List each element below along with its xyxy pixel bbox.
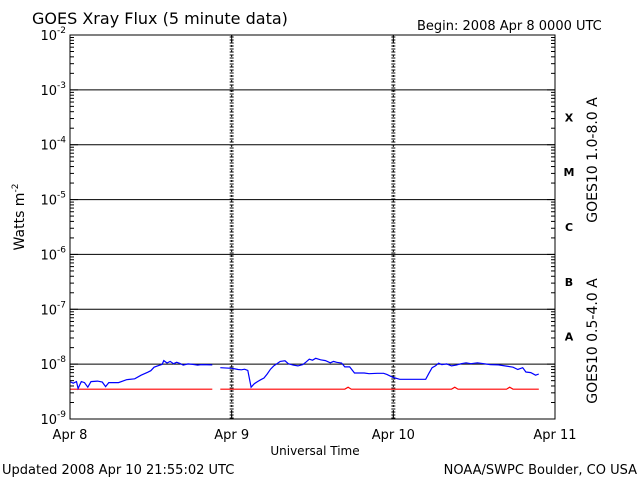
y-axis-title: Watts m-2 [11,184,28,251]
flare-class-label-x: X [565,111,574,124]
plot-frame [69,34,556,420]
y-tick-label-exponent: -8 [57,355,66,365]
y-tick-label: 10-9 [40,410,66,428]
y-tick-label-exponent: -5 [57,191,66,201]
updated-timestamp: Updated 2008 Apr 10 21:55:02 UTC [2,463,234,478]
y-tick-label-exponent: -2 [57,26,66,36]
flare-class-label-c: C [565,221,573,234]
x-tick-label: Apr 8 [53,428,88,443]
chart-title: GOES Xray Flux (5 minute data) [32,9,288,28]
x-axis-ticks: Apr 8 Apr 9 Apr 10 Apr 11 [53,35,577,443]
y-tick-label-exponent: -6 [57,245,66,255]
x-tick-label: Apr 9 [214,428,249,443]
y-tick-label: 10-7 [40,300,66,318]
y-tick-label: 10-5 [40,191,66,209]
y-tick-label-base: 10 [40,29,57,44]
y-axis-title-text: Watts m [12,193,28,251]
y-tick-label-base: 10 [40,413,57,428]
flare-class-label-m: M [564,166,575,179]
flare-class-label-b: B [565,276,573,289]
y-tick-label-base: 10 [40,303,57,318]
flare-class-label-a: A [565,331,574,344]
y-tick-label-exponent: -3 [57,81,66,91]
y-tick-label-exponent: -9 [57,410,66,420]
legend-long-channel: GOES10 1.0-8.0 A [585,97,601,223]
y-tick-label-base: 10 [40,139,57,154]
y-tick-label: 10-3 [40,81,66,99]
y-tick-label-base: 10 [40,358,57,373]
y-tick-label: 10-4 [40,136,66,154]
y-tick-label: 10-2 [40,26,66,44]
flare-class-labels: X M C B A [564,111,575,343]
series-line-short-channel [220,357,540,389]
x-axis-title: Universal Time [270,444,359,458]
y-tick-label-exponent: -7 [57,300,66,310]
series-line-short-channel [69,359,213,391]
y-tick-label-base: 10 [40,84,57,99]
legend-short-channel: GOES10 0.5-4.0 A [585,278,601,404]
y-tick-label: 10-6 [40,245,66,263]
credit-label: NOAA/SWPC Boulder, CO USA [444,463,637,478]
x-tick-label: Apr 11 [533,428,576,443]
grid-lines [70,35,555,419]
y-axis-ticks: 10-210-310-410-510-610-710-810-9 [40,26,555,428]
flux-series [69,357,540,391]
y-tick-label: 10-8 [40,355,66,373]
series-line-long-channel [220,386,539,390]
y-tick-label-base: 10 [40,248,57,263]
begin-date-label: Begin: 2008 Apr 8 0000 UTC [417,19,602,34]
y-tick-label-base: 10 [40,194,57,209]
y-tick-label-exponent: -4 [57,136,66,146]
x-tick-label: Apr 10 [372,428,415,443]
y-axis-title-exponent: -2 [11,184,21,193]
